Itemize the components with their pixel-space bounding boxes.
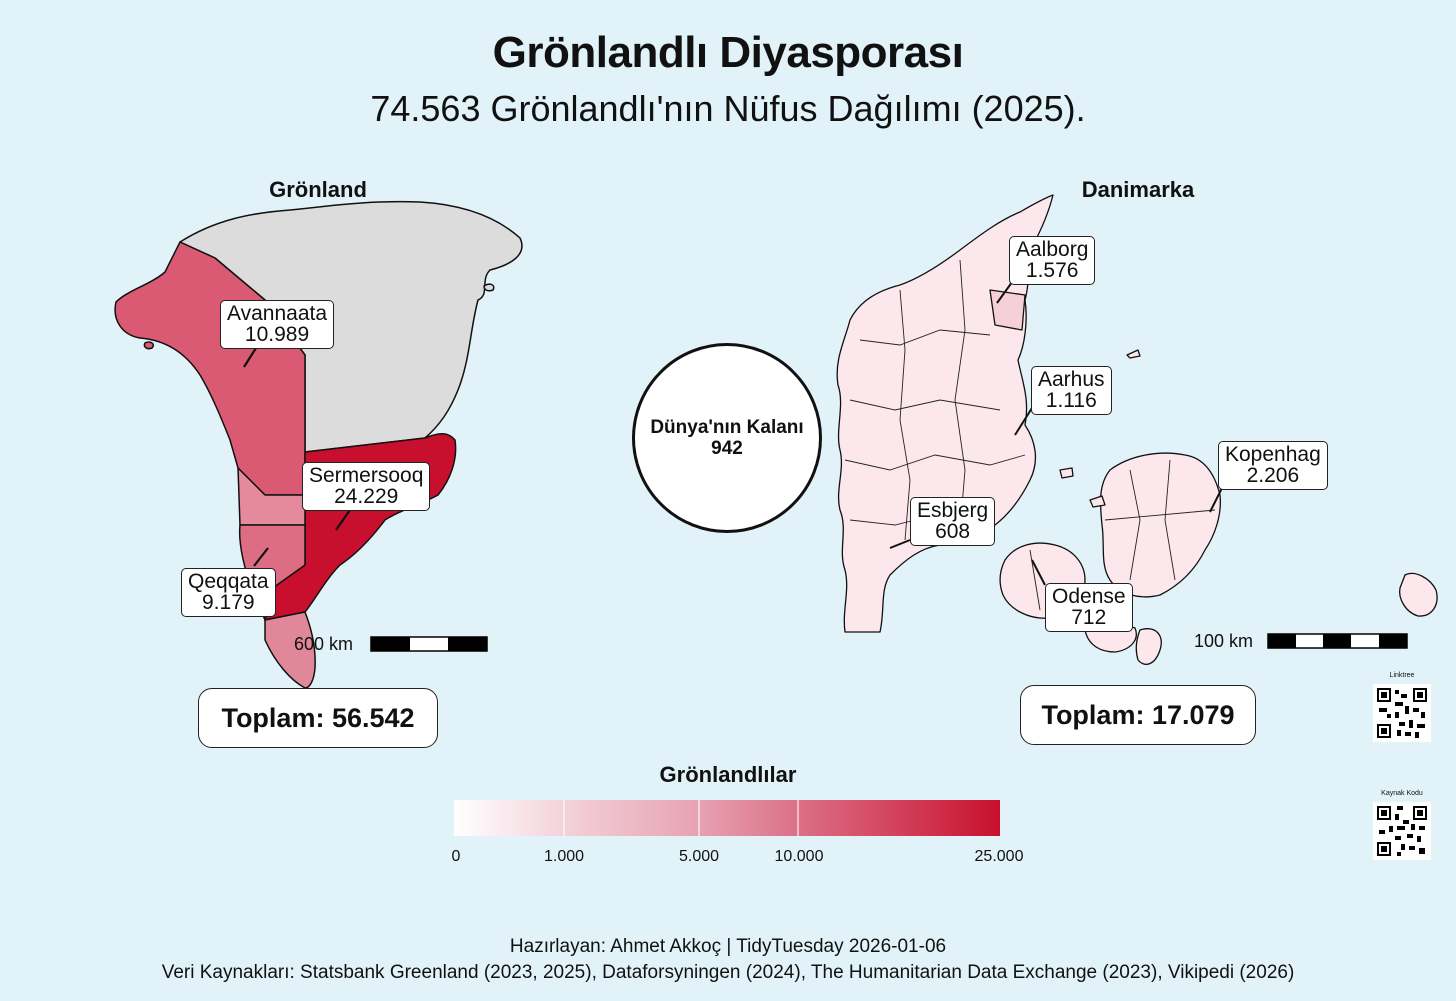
city-label-kopenhag: Kopenhag 2.206 [1218,441,1328,490]
city-value: 712 [1071,606,1107,629]
legend-tick-mark [563,800,565,836]
qr-source-code-icon[interactable] [1373,802,1431,860]
region-name: Sermersooq [309,464,424,487]
legend-tick-label: 0 [451,848,461,865]
denmark-total: Toplam: 17.079 [1020,685,1256,745]
city-value: 1.576 [1025,259,1079,282]
greenland-total: Toplam: 56.542 [198,688,438,748]
region-label-qeqqata: Qeqqata 9.179 [181,568,276,617]
denmark-island [1126,349,1141,359]
city-label-aalborg: Aalborg 1.576 [1009,236,1096,285]
region-value: 10.989 [244,323,310,346]
greenland-island [143,341,155,350]
page-subtitle: 74.563 Grönlandlı'nın Nüfus Dağılımı (20… [370,88,1086,129]
greenland-leader-lines [243,347,351,567]
rest-of-world-circle: Dünya'nın Kalanı 942 [632,343,822,533]
denmark-title: Danimarka [1081,177,1195,202]
qr-linktree-title: Linktree [1389,672,1415,679]
greenland-scale-bar [370,636,488,652]
city-name: Aarhus [1038,368,1105,391]
greenland-map [114,200,523,689]
page-title: Grönlandlı Diyasporası [492,28,964,77]
city-name: Aalborg [1016,238,1089,261]
credit-line: Hazırlayan: Ahmet Akkoç | TidyTuesday 20… [509,936,947,957]
qr-source-title: Kaynak Kodu [1381,790,1423,797]
city-label-aarhus: Aarhus 1.116 [1031,366,1112,415]
legend-tick-label: 5.000 [678,848,720,865]
legend-tick-label: 10.000 [774,848,824,865]
city-value: 2.206 [1246,464,1300,487]
denmark-jutland-east [989,289,1026,331]
data-sources-line: Veri Kaynakları: Statsbank Greenland (20… [161,962,1295,983]
legend-title: Grönlandlılar [659,762,797,787]
region-label-avannaata: Avannaata 10.989 [220,300,335,349]
region-value: 9.179 [202,591,255,614]
denmark-island [1089,495,1106,508]
legend-tick-mark [698,800,700,836]
region-label-sermersooq: Sermersooq 24.229 [302,462,431,511]
legend-tick-label: 25.000 [974,848,1024,865]
region-name: Avannaata [227,302,328,325]
greenland-island [483,283,495,292]
legend-tick-label: 1.000 [543,848,585,865]
city-value: 1.116 [1045,389,1097,412]
city-name: Odense [1052,585,1126,608]
legend-tick-mark [797,800,799,836]
rest-of-world-value: 942 [711,438,743,459]
denmark-island [1059,467,1074,479]
city-value: 608 [935,520,971,543]
denmark-scale-bar [1267,633,1408,649]
city-name: Kopenhag [1225,443,1321,466]
region-name: Qeqqata [188,570,269,593]
city-name: Esbjerg [917,499,989,522]
greenland-ice-region [179,200,523,453]
rest-of-world-label: Dünya'nın Kalanı [650,417,804,438]
greenland-scale-label: 600 km [294,634,354,654]
denmark-scale-label: 100 km [1194,631,1254,651]
denmark-zealand [1099,452,1221,598]
denmark-falster [1135,628,1162,665]
greenland-kujalleq-region [264,611,316,689]
city-label-esbjerg: Esbjerg 608 [910,497,996,546]
greenland-title: Grönland [269,177,367,202]
legend-color-bar [454,800,1000,836]
denmark-map [836,194,1438,665]
qr-linktree-icon[interactable] [1373,684,1431,742]
denmark-bornholm [1399,572,1438,617]
region-value: 24.229 [334,485,399,508]
city-label-odense: Odense 712 [1045,583,1133,632]
